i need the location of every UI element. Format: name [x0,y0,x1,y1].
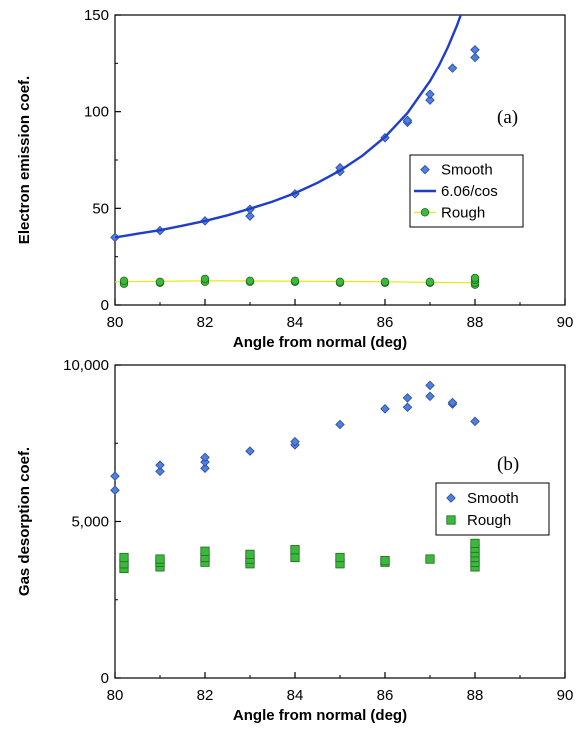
legend-label: Rough [467,512,511,529]
data-point [335,419,345,430]
x-tick-label: 84 [287,314,304,331]
data-point [245,276,255,286]
legend-marker [420,164,430,175]
y-tick-label: 5,000 [71,514,109,531]
chart-b-x-axis-title: Angle from normal (deg) [233,707,407,724]
data-point [155,460,165,470]
data-point [470,273,480,283]
chart-b-series [110,380,480,574]
y-tick-label: 10,000 [63,357,109,374]
data-point [155,466,165,477]
data-point [245,211,255,221]
legend-item: Smooth [420,162,493,179]
legend-item: Rough [414,204,485,221]
y-tick-label: 0 [101,670,109,687]
legend-item: Smooth [446,490,519,507]
series-rough [119,538,480,574]
x-tick-label: 82 [197,687,214,704]
x-tick-label: 90 [557,687,574,704]
chart-a-x-ticks: 80 82 84 86 88 90 [107,299,574,331]
data-point [110,485,120,495]
x-tick-label: 84 [287,687,304,704]
series-rough [114,273,480,289]
data-point [425,89,435,100]
chart-b-y-ticks: 0 5,000 10,000 [63,357,121,687]
data-point [119,552,129,563]
x-tick-label: 82 [197,314,214,331]
legend-item: 6.06/cos [414,183,498,200]
data-point [380,556,390,566]
legend-box [435,482,550,536]
chart-a-series [110,15,480,289]
data-point [380,277,390,286]
data-point [470,45,480,55]
data-point [155,277,165,286]
legend-label: 6.06/cos [441,183,498,200]
legend-label: Smooth [467,490,519,507]
data-point [245,549,255,559]
chart-b-y-axis-title: Gas desorption coef. [16,447,33,596]
data-point [290,552,300,563]
chart-a-legend: Smooth 6.06/cos Rough [409,154,524,228]
data-point [290,545,300,555]
legend-item: Rough [446,512,511,529]
data-point [200,463,210,474]
series-smooth [110,380,480,495]
data-point [119,276,129,286]
chart-b-x-ticks: 80 82 84 86 88 90 [107,672,574,704]
x-tick-label: 90 [557,314,574,331]
chart-a-x-axis-title: Angle from normal (deg) [233,334,407,351]
data-point [200,274,210,284]
series-6-06-cos [115,15,463,239]
data-point [425,95,435,105]
data-point [200,546,210,556]
x-tick-label: 88 [467,314,484,331]
data-point [155,554,165,564]
chart-a-y-axis-title: Electron emission coef. [16,76,33,244]
data-point [447,63,458,73]
y-tick-label: 50 [92,200,109,217]
y-tick-label: 100 [84,104,109,121]
data-point [200,452,210,463]
chart-b: 80 82 84 86 88 90 0 5,000 10,000 Angle from nor… [16,357,573,724]
x-tick-label: 88 [467,687,484,704]
data-point [335,277,345,286]
legend-label: Rough [441,204,485,221]
data-point [402,402,413,413]
data-point [380,404,390,414]
x-tick-label: 80 [107,687,124,704]
data-point [425,380,435,391]
data-point [425,554,435,564]
data-point [245,446,255,456]
data-point [290,436,300,447]
data-point [402,115,413,126]
chart-a-y-ticks: 0 50 100 150 [84,7,121,314]
y-tick-label: 0 [101,297,109,314]
data-point [110,471,120,481]
legend-label: Smooth [441,162,493,179]
legend-marker [446,515,456,525]
series-line [115,15,463,239]
data-point [335,552,345,563]
data-point [290,276,300,286]
data-point [470,416,480,427]
chart-b-legend: Smooth Rough [435,482,550,536]
data-point [447,397,458,408]
chart-a: 80 82 84 86 88 90 0 50 100 150 Angle from normal… [16,7,574,351]
data-point [470,52,480,63]
x-tick-label: 80 [107,314,124,331]
data-point [425,277,435,286]
data-point [402,393,413,403]
y-tick-label: 150 [84,7,109,24]
data-point [470,538,480,549]
chart-b-panel-label: (b) [497,454,519,475]
x-tick-label: 86 [377,314,394,331]
chart-a-panel-label: (a) [497,107,518,128]
x-tick-label: 86 [377,687,394,704]
data-point [425,391,435,402]
legend-marker [420,208,430,217]
legend-marker [446,493,456,503]
